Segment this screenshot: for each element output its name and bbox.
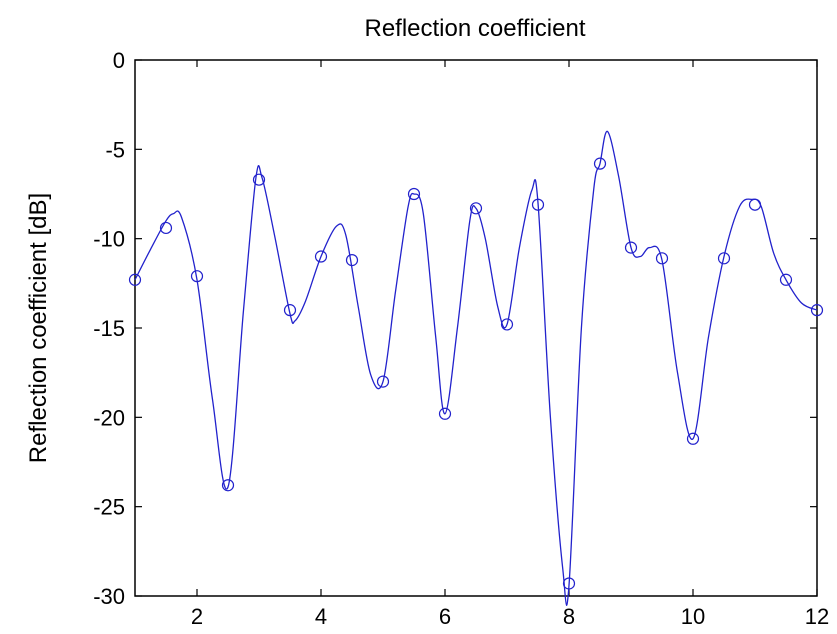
chart-title: Reflection coefficient: [364, 15, 585, 42]
x-tick-label: 6: [439, 604, 451, 629]
y-tick-label: -5: [105, 137, 125, 162]
plot-area: [135, 60, 817, 596]
y-tick-label: -20: [93, 405, 125, 430]
y-axis-label: Reflection coefficient [dB]: [25, 193, 52, 463]
y-tick-label: 0: [113, 48, 125, 73]
x-tick-label: 12: [805, 604, 829, 629]
x-tick-label: 2: [191, 604, 203, 629]
y-tick-label: -15: [93, 316, 125, 341]
y-tick-label: -10: [93, 227, 125, 252]
y-tick-label: -30: [93, 584, 125, 609]
x-tick-label: 10: [681, 604, 705, 629]
y-tick-label: -25: [93, 495, 125, 520]
x-tick-label: 8: [563, 604, 575, 629]
x-tick-label: 4: [315, 604, 327, 629]
